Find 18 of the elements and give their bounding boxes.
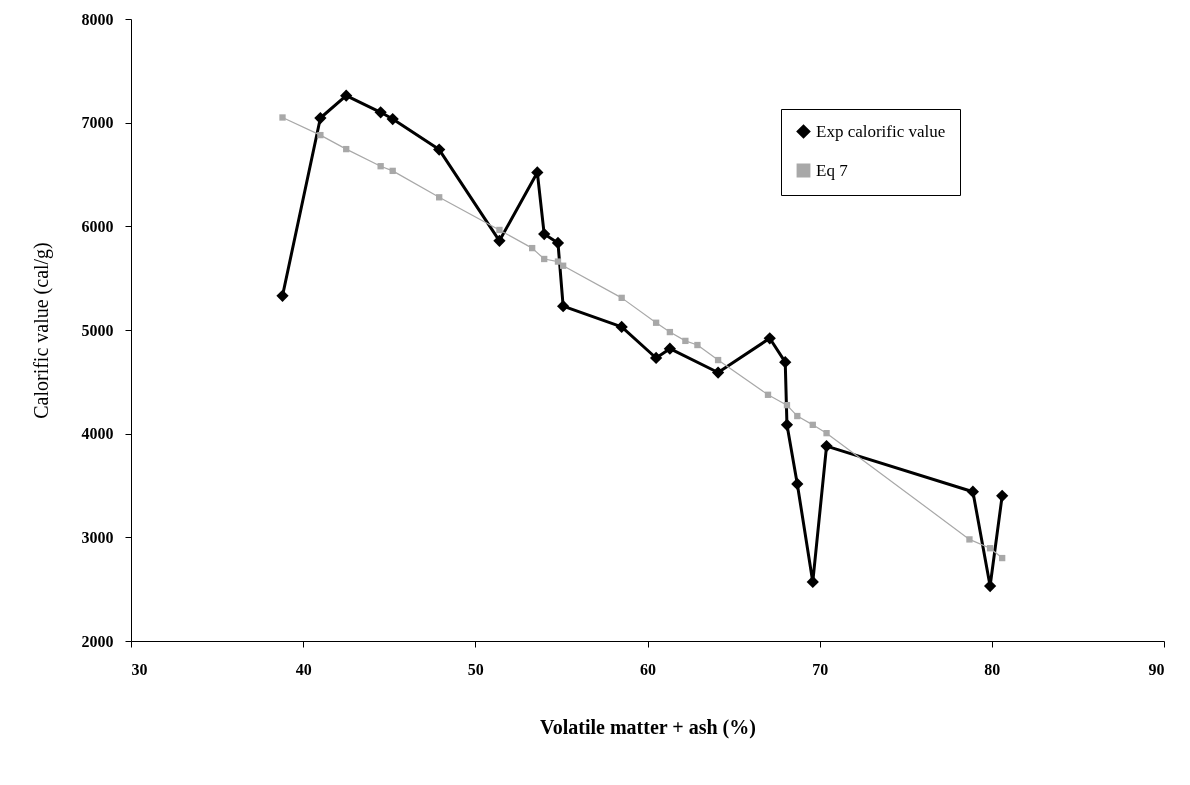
x-axis-title: Volatile matter + ash (%) (540, 715, 756, 739)
legend-label: Exp calorific value (816, 121, 946, 141)
y-tick-label: 4000 (81, 425, 114, 443)
y-tick-label: 6000 (81, 217, 114, 235)
x-tick-label: 70 (812, 660, 829, 678)
x-tick-label: 30 (131, 660, 148, 678)
y-tick-label: 2000 (81, 632, 114, 650)
y-tick-label: 7000 (81, 114, 114, 132)
x-tick-label: 40 (295, 660, 312, 678)
y-axis-title: Calorific value (cal/g) (29, 242, 53, 419)
y-tick-label: 5000 (81, 321, 114, 339)
y-tick-label: 3000 (81, 528, 114, 546)
x-tick-label: 50 (467, 660, 484, 678)
x-tick-label: 80 (984, 660, 1001, 678)
legend-label: Eq 7 (816, 160, 849, 180)
x-tick-label: 60 (640, 660, 656, 678)
y-tick-label: 8000 (81, 10, 114, 28)
x-tick-label: 90 (1148, 660, 1165, 678)
